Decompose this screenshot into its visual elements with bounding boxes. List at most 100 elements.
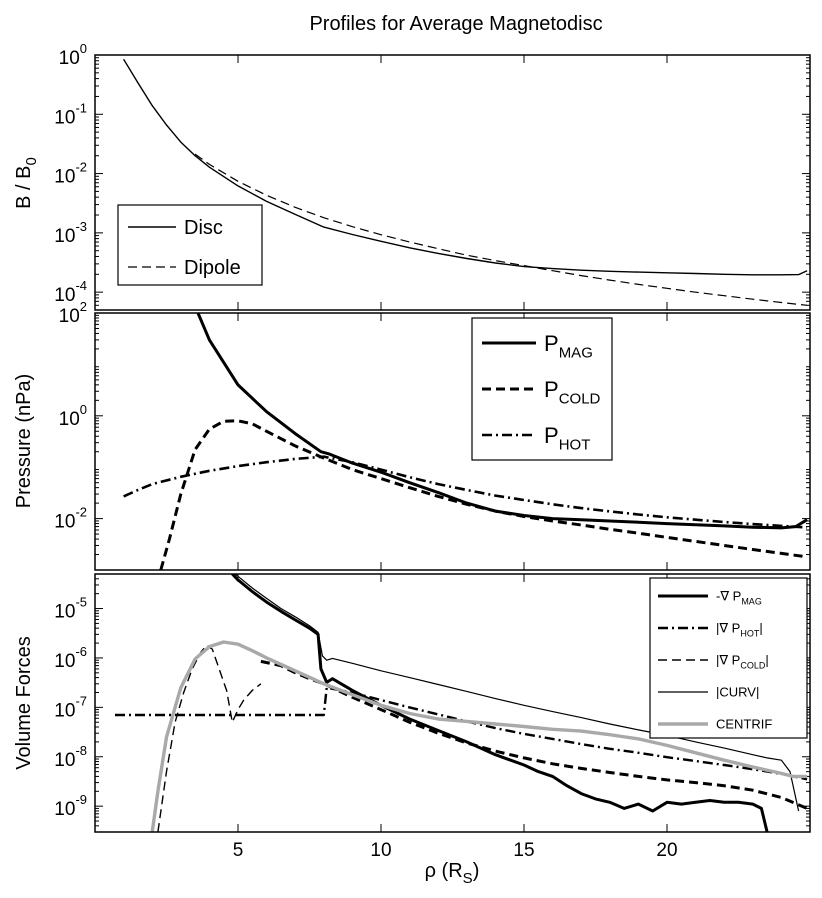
legend-entry-sub: MAG bbox=[741, 597, 762, 607]
y-tick-exponent: -5 bbox=[75, 595, 87, 610]
y-tick-exponent: -9 bbox=[75, 792, 87, 807]
legend-entry: Dipole bbox=[184, 257, 241, 279]
plot-frame bbox=[94, 312, 811, 571]
legend-entry-main: P bbox=[544, 423, 559, 448]
plot-frame bbox=[94, 573, 811, 833]
y-tick-base: 10 bbox=[54, 799, 75, 820]
y-tick-label: 10-3 bbox=[54, 219, 87, 247]
series-line-centrif bbox=[150, 640, 808, 832]
series-line-p-hot bbox=[115, 686, 808, 781]
y-tick-label: 100 bbox=[59, 41, 87, 69]
series-line-p-cold bbox=[157, 644, 262, 832]
x-axis-label: ρ (RS) bbox=[425, 860, 480, 887]
y-axis-label-sub: 0 bbox=[23, 157, 40, 165]
y-axis-label-main: B / B bbox=[13, 165, 35, 208]
legend-entry-main: |∇ P bbox=[716, 653, 740, 668]
y-axis-label: B / B0 bbox=[13, 157, 40, 209]
legend-entry-sub: HOT bbox=[740, 629, 760, 639]
x-tick-label: 5 bbox=[233, 840, 244, 861]
legend-entry-sub: COLD bbox=[740, 661, 766, 671]
y-tick-exponent: -2 bbox=[75, 505, 87, 520]
series-line-p-cold bbox=[159, 419, 808, 570]
y-tick-label: 100 bbox=[59, 402, 87, 430]
y-tick-base: 10 bbox=[54, 651, 75, 672]
series-line-dipole bbox=[194, 153, 808, 306]
y-tick-base: 10 bbox=[54, 602, 75, 623]
plot-frame bbox=[94, 54, 811, 311]
y-tick-base: 10 bbox=[54, 750, 75, 771]
legend-entry-sub: MAG bbox=[559, 345, 593, 362]
legend-entry-main: |CURV| bbox=[716, 685, 759, 700]
legend-entry-main: CENTRIF bbox=[716, 717, 772, 732]
series-line-p-mag bbox=[231, 574, 769, 832]
legend-entry-main: |∇ P bbox=[716, 621, 740, 636]
x-tick-label: 15 bbox=[513, 840, 534, 861]
x-axis-label-main: ρ (R bbox=[425, 860, 463, 882]
legend-box bbox=[117, 204, 263, 286]
y-tick-base: 10 bbox=[59, 306, 80, 327]
y-tick-label: 10-6 bbox=[54, 644, 87, 672]
legend-entry-sub: HOT bbox=[559, 437, 591, 454]
x-axis-label-close: ) bbox=[473, 860, 480, 882]
series-line-p-hot bbox=[123, 455, 808, 529]
y-axis-label: Pressure (nPa) bbox=[13, 374, 35, 509]
y-tick-label: 10-8 bbox=[54, 743, 87, 771]
y-tick-exponent: -7 bbox=[75, 693, 87, 708]
y-tick-exponent: 2 bbox=[80, 299, 87, 314]
y-tick-label: 10-5 bbox=[54, 595, 87, 623]
x-axis-label-sub: S bbox=[463, 870, 473, 887]
legend-entry: CENTRIF bbox=[716, 717, 772, 732]
y-tick-base: 10 bbox=[54, 512, 75, 533]
legend-entry-close: | bbox=[759, 621, 762, 636]
y-tick-exponent: -1 bbox=[75, 100, 87, 115]
y-tick-exponent: -3 bbox=[75, 219, 87, 234]
y-tick-base: 10 bbox=[54, 167, 75, 188]
y-tick-label: 10-9 bbox=[54, 792, 87, 820]
x-tick-label: 10 bbox=[370, 840, 391, 861]
y-tick-base: 10 bbox=[54, 285, 75, 306]
legend-entry: |CURV| bbox=[716, 685, 759, 700]
legend: -∇ PMAG|∇ PHOT||∇ PCOLD||CURV|CENTRIF bbox=[649, 577, 808, 739]
legend-entry-main: P bbox=[544, 377, 559, 402]
legend-entry-close: | bbox=[765, 653, 768, 668]
y-tick-label: 10-1 bbox=[54, 100, 87, 128]
y-tick-exponent: -2 bbox=[75, 160, 87, 175]
y-tick-base: 10 bbox=[54, 226, 75, 247]
legend-entry-main: Disc bbox=[184, 217, 223, 239]
y-tick-label: 10-2 bbox=[54, 505, 87, 533]
y-tick-base: 10 bbox=[54, 700, 75, 721]
y-tick-label: 10-4 bbox=[54, 278, 87, 306]
legend-entry-sub: COLD bbox=[559, 391, 601, 408]
series-line-curv bbox=[234, 574, 800, 812]
legend-entry: |∇ PHOT| bbox=[716, 621, 763, 639]
y-tick-label: 102 bbox=[59, 299, 87, 327]
y-tick-exponent: -8 bbox=[75, 743, 87, 758]
legend-box bbox=[649, 577, 808, 739]
y-tick-exponent: 0 bbox=[80, 402, 87, 417]
y-tick-exponent: 0 bbox=[80, 41, 87, 56]
figure-title: Profiles for Average Magnetodisc bbox=[309, 13, 602, 35]
legend-entry: -∇ PMAG bbox=[716, 589, 762, 607]
legend-entry-main: Dipole bbox=[184, 257, 241, 279]
y-tick-exponent: -6 bbox=[75, 644, 87, 659]
y-tick-exponent: -4 bbox=[75, 278, 87, 293]
y-tick-base: 10 bbox=[54, 107, 75, 128]
legend-entry-main: P bbox=[544, 331, 559, 356]
y-tick-base: 10 bbox=[59, 409, 80, 430]
legend-entry: Disc bbox=[184, 217, 223, 239]
legend-entry: PMAG bbox=[544, 331, 593, 362]
legend-box bbox=[471, 317, 613, 461]
legend-entry: |∇ PCOLD| bbox=[716, 653, 769, 671]
y-tick-label: 10-2 bbox=[54, 160, 87, 188]
legend-entry: PCOLD bbox=[544, 377, 601, 408]
series-line-disc bbox=[123, 58, 808, 276]
y-tick-label: 10-7 bbox=[54, 693, 87, 721]
legend: Disc Dipole bbox=[117, 204, 263, 286]
x-tick-label: 20 bbox=[656, 840, 677, 861]
y-axis-label: Volume Forces bbox=[13, 636, 35, 769]
